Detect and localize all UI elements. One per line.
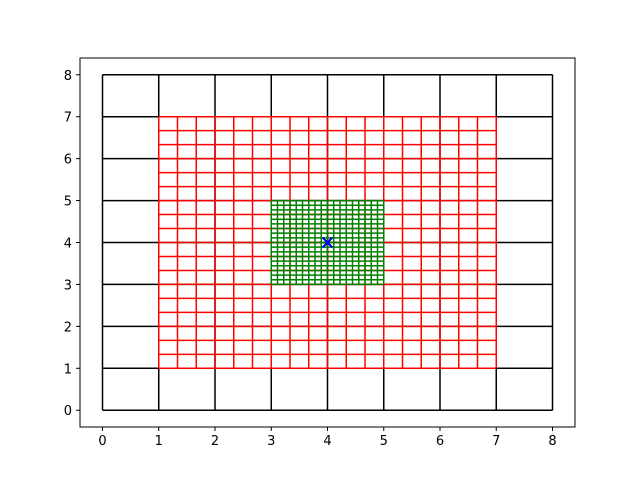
y-tick-label: 1 (64, 362, 72, 377)
x-tick-label: 7 (492, 434, 500, 449)
x-tick-label: 1 (155, 434, 163, 449)
point-marker (321, 236, 334, 249)
y-tick-label: 3 (64, 278, 72, 293)
y-tick-label: 7 (64, 111, 72, 126)
y-tick-label: 4 (64, 237, 72, 252)
x-tick-label: 5 (380, 434, 388, 449)
y-tick-label: 0 (64, 404, 72, 419)
x-tick-label: 4 (323, 434, 331, 449)
x-tick-label: 2 (211, 434, 219, 449)
x-tick-label: 8 (548, 434, 556, 449)
y-tick-label: 2 (64, 320, 72, 335)
x-tick-label: 6 (436, 434, 444, 449)
x-tick-label: 0 (98, 434, 106, 449)
x-tick-label: 3 (267, 434, 275, 449)
y-tick-label: 6 (64, 153, 72, 168)
y-tick-label: 8 (64, 69, 72, 84)
y-tick-label: 5 (64, 195, 72, 210)
